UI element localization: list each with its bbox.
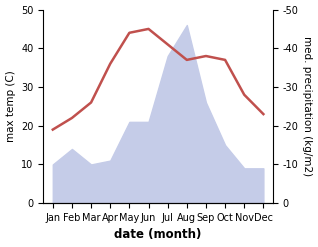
X-axis label: date (month): date (month) xyxy=(114,228,202,242)
Y-axis label: max temp (C): max temp (C) xyxy=(5,70,16,142)
Y-axis label: med. precipitation (kg/m2): med. precipitation (kg/m2) xyxy=(302,36,313,176)
